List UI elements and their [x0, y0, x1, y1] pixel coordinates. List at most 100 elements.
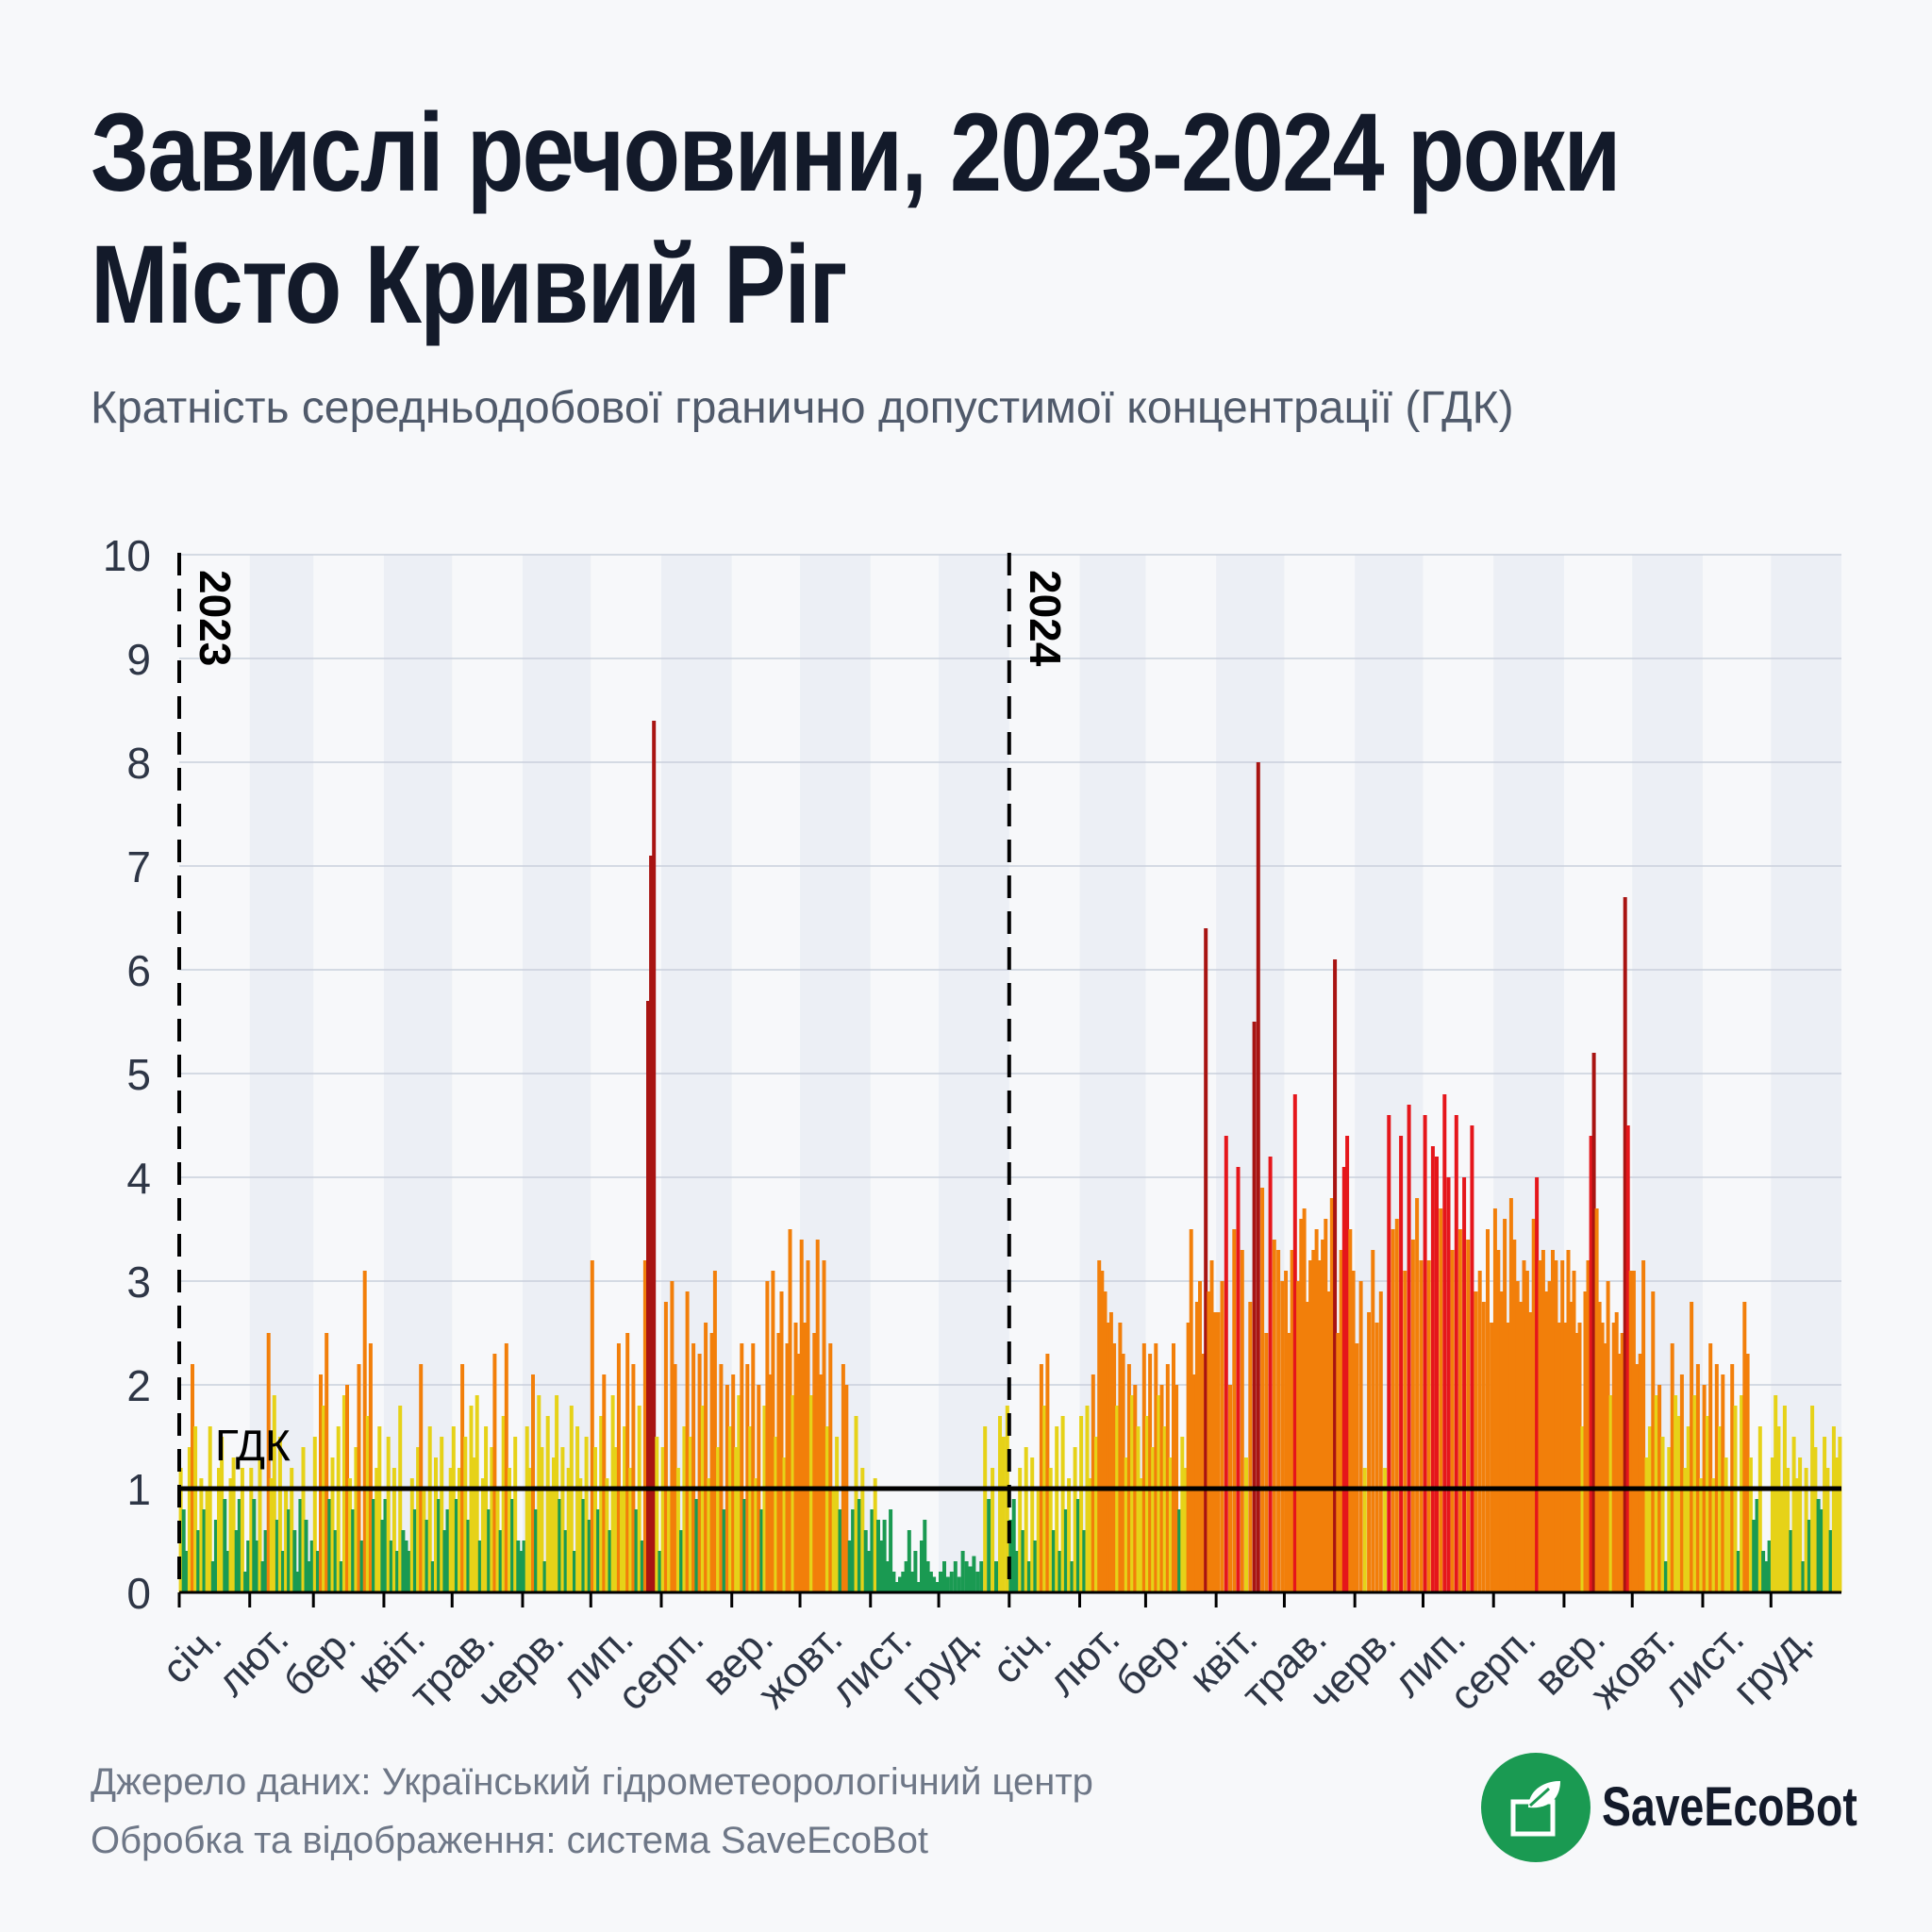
data-bar — [1628, 1271, 1633, 1592]
data-bar — [469, 1406, 474, 1592]
data-bar — [575, 1426, 580, 1592]
data-bar — [542, 1561, 547, 1592]
data-bar — [416, 1447, 421, 1592]
data-bar — [983, 1426, 988, 1592]
data-bar — [1264, 1333, 1269, 1592]
data-bar — [1508, 1198, 1513, 1592]
data-bar — [731, 1374, 736, 1592]
data-bar — [1767, 1541, 1772, 1592]
data-bar — [193, 1426, 198, 1592]
data-bar — [1794, 1478, 1799, 1592]
data-bar — [1070, 1561, 1074, 1592]
data-bar — [1606, 1281, 1610, 1592]
data-bar — [975, 1572, 980, 1592]
data-bar — [1060, 1416, 1065, 1592]
data-bar — [863, 1530, 868, 1592]
data-bar — [779, 1291, 784, 1592]
data-bar — [1828, 1530, 1833, 1592]
data-bar — [1686, 1426, 1690, 1592]
data-bar — [1103, 1291, 1108, 1592]
data-bar — [375, 1468, 379, 1592]
data-bar — [339, 1561, 343, 1592]
data-bar — [646, 1001, 650, 1592]
data-bar — [498, 1530, 503, 1592]
data-bar — [655, 1437, 659, 1592]
data-bar — [1391, 1229, 1395, 1592]
data-bar — [1835, 1457, 1840, 1592]
data-bar — [1240, 1250, 1244, 1592]
data-bar — [196, 1530, 201, 1592]
data-bar — [1439, 1208, 1443, 1592]
data-bar — [824, 1426, 829, 1592]
data-bar — [330, 1457, 335, 1592]
data-bar — [475, 1395, 479, 1592]
data-bar — [1711, 1478, 1716, 1592]
data-bar — [932, 1576, 937, 1592]
data-bar — [1603, 1343, 1607, 1592]
data-bar — [605, 1478, 609, 1592]
data-bar — [1831, 1426, 1836, 1592]
data-bar — [1268, 1157, 1273, 1592]
data-bar — [771, 1271, 775, 1592]
data-bar — [1290, 1250, 1294, 1592]
data-bar — [808, 1395, 813, 1592]
data-bar — [1541, 1250, 1545, 1592]
data-bar — [1139, 1478, 1143, 1592]
data-bar — [1329, 1198, 1334, 1592]
data-bar — [968, 1566, 973, 1592]
data-bar — [1130, 1395, 1135, 1592]
x-tick-label: груд. — [1724, 1615, 1822, 1713]
data-bar — [1563, 1323, 1568, 1592]
data-bar — [1030, 1457, 1035, 1592]
data-bar — [430, 1561, 435, 1592]
data-bar — [1667, 1447, 1672, 1592]
data-bar — [1641, 1260, 1646, 1592]
data-bar — [673, 1364, 677, 1592]
data-bar — [765, 1281, 770, 1592]
data-bar — [1569, 1302, 1574, 1592]
data-bar — [1586, 1260, 1591, 1592]
data-bar — [599, 1416, 604, 1592]
data-bar — [1462, 1177, 1467, 1592]
data-bar — [240, 1468, 244, 1592]
data-bar — [704, 1323, 708, 1592]
data-bar — [510, 1499, 515, 1592]
data-bar — [1551, 1250, 1555, 1592]
data-bar — [522, 1541, 526, 1592]
y-tick-label: 2 — [126, 1361, 151, 1410]
data-bar — [1574, 1333, 1579, 1592]
data-bar — [691, 1343, 696, 1592]
data-bar — [1660, 1437, 1665, 1592]
data-bar — [1457, 1229, 1462, 1592]
y-tick-label: 5 — [126, 1050, 151, 1099]
data-bar — [1651, 1291, 1656, 1592]
data-bar — [1742, 1302, 1747, 1592]
data-bar — [1490, 1323, 1494, 1592]
data-bar — [754, 1478, 758, 1592]
data-bar — [734, 1447, 739, 1592]
data-bar — [258, 1457, 262, 1592]
data-bar — [578, 1478, 583, 1592]
data-bar — [1714, 1364, 1719, 1592]
data-bar — [1165, 1364, 1170, 1592]
data-bar — [791, 1395, 795, 1592]
data-bar — [637, 1406, 641, 1592]
data-bar — [1810, 1406, 1815, 1592]
data-bar — [803, 1323, 808, 1592]
data-bar — [1314, 1229, 1319, 1592]
data-bar — [1387, 1115, 1391, 1592]
data-bar — [1008, 1520, 1013, 1592]
data-bar — [1454, 1115, 1458, 1592]
data-bar — [427, 1426, 432, 1592]
data-bar — [1474, 1291, 1478, 1592]
data-bar — [359, 1541, 364, 1592]
data-bar — [1776, 1426, 1781, 1592]
data-bar — [377, 1426, 382, 1592]
data-bar — [873, 1478, 877, 1592]
data-bar — [759, 1509, 764, 1592]
data-bar — [1021, 1530, 1025, 1592]
data-bar — [1073, 1447, 1077, 1592]
data-bar — [1594, 1208, 1599, 1592]
data-bar — [1477, 1271, 1482, 1592]
data-bar — [799, 1240, 804, 1592]
